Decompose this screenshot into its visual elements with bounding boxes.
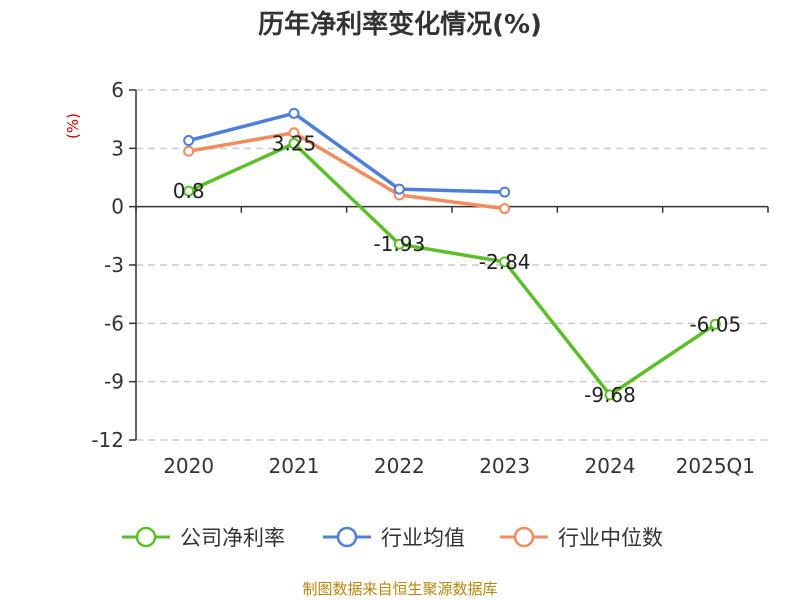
legend-item-1[interactable]: 行业均值: [323, 526, 465, 550]
y-tick-label: -6: [104, 311, 124, 335]
data-label: -2.84: [479, 250, 531, 274]
y-tick-label: 6: [111, 78, 124, 102]
y-tick-label: -9: [104, 370, 124, 394]
y-tick-label: -12: [91, 428, 124, 452]
y-axis-unit: (%): [64, 113, 82, 139]
data-point[interactable]: [709, 318, 721, 330]
data-point[interactable]: [393, 183, 405, 195]
legend-marker: [336, 526, 358, 548]
series-lines: [183, 107, 721, 401]
data-label: -1.93: [373, 232, 425, 256]
data-point[interactable]: [288, 107, 300, 119]
y-tick-label: 0: [111, 195, 124, 219]
y-tick-label: 3: [111, 136, 124, 160]
chart-title: 历年净利率变化情况(%): [258, 9, 542, 40]
gridlines: [136, 89, 768, 441]
data-point[interactable]: [604, 389, 616, 401]
series-line-1: [188, 111, 505, 194]
x-tick-label: 2024: [585, 454, 636, 478]
data-label: -9.68: [584, 383, 636, 407]
legend-marker: [513, 526, 535, 548]
data-point[interactable]: [183, 185, 195, 197]
y-tick-label: -3: [104, 253, 124, 277]
data-point[interactable]: [183, 145, 195, 157]
legend-label: 行业中位数: [558, 526, 663, 550]
axes: 6 3 0 -3 -6 -9 -12 2020 2021 2022 2023 2024 2025Q1: [91, 78, 769, 478]
x-tick-label: 2022: [374, 454, 425, 478]
x-tick-label: 2021: [269, 454, 320, 478]
data-label: 3.25: [272, 131, 317, 155]
data-point[interactable]: [499, 186, 511, 198]
x-tick-label: 2023: [479, 454, 530, 478]
legend-item-0[interactable]: 公司净利率: [122, 526, 285, 550]
legend-label: 行业均值: [381, 526, 465, 550]
data-labels: 0.8 3.25 -1.93 -2.84 -9.68 -6.05: [173, 131, 741, 406]
source-note: 制图数据来自恒生聚源数据库: [302, 580, 497, 598]
legend[interactable]: 公司净利率 行业均值 行业中位数: [122, 526, 663, 550]
series-line-0: [187, 141, 717, 397]
legend-label: 公司净利率: [180, 526, 285, 550]
data-point[interactable]: [288, 137, 300, 149]
x-tick-label: 2020: [163, 454, 214, 478]
legend-item-2[interactable]: 行业中位数: [500, 526, 663, 550]
series-line-2: [188, 131, 505, 211]
data-point[interactable]: [393, 238, 405, 250]
legend-marker: [135, 526, 157, 548]
data-point[interactable]: [499, 256, 511, 268]
data-point[interactable]: [288, 127, 300, 139]
x-tick-label: 2025Q1: [676, 454, 755, 478]
data-point[interactable]: [499, 203, 511, 215]
data-point[interactable]: [183, 135, 195, 147]
data-label: -6.05: [689, 312, 741, 336]
data-label: 0.8: [173, 179, 205, 203]
